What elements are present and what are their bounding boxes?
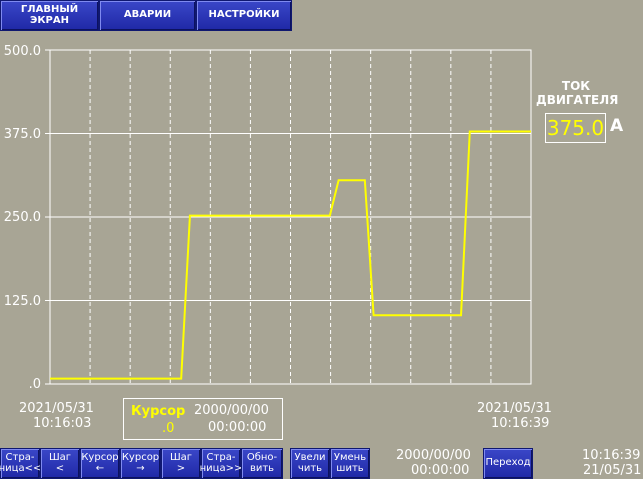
cursor-right-button[interactable]: Курсор → (120, 448, 161, 479)
zoom-in-button[interactable]: Увели чить (290, 448, 330, 479)
clock-time: 10:16:39 (582, 448, 641, 463)
series-title: ТОК ДВИГАТЕЛЯ (536, 79, 619, 107)
jump-date[interactable]: 2000/00/00 (396, 448, 471, 463)
y-tick-label: 500.0 (3, 44, 41, 59)
clock-date: 21/05/31 (583, 463, 642, 478)
cursor-date: 2000/00/00 (194, 403, 269, 418)
settings-button[interactable]: НАСТРОЙКИ (196, 0, 292, 31)
x-start-date: 2021/05/31 (19, 401, 94, 416)
cursor-left-button[interactable]: Курсор ← (80, 448, 120, 479)
x-start-time: 10:16:03 (33, 416, 92, 431)
cursor-panel: Курсор .0 2000/00/00 00:00:00 (123, 398, 283, 440)
jump-button[interactable]: Переход (483, 448, 533, 479)
zoom-out-button[interactable]: Умень шить (330, 448, 370, 479)
page-forward-button[interactable]: Стра- ница>> (200, 448, 242, 479)
jump-time[interactable]: 00:00:00 (411, 463, 470, 478)
series-line-motor-current (50, 130, 531, 380)
y-tick-label: 125.0 (3, 294, 41, 309)
x-end-time: 10:16:39 (491, 416, 550, 431)
step-back-button[interactable]: Шаг < (40, 448, 80, 479)
cursor-value: .0 (162, 421, 175, 436)
step-forward-button[interactable]: Шаг > (161, 448, 201, 479)
cursor-time: 00:00:00 (208, 420, 267, 435)
y-tick-label: .0 (28, 377, 41, 392)
page-back-button[interactable]: Стра- ница<< (0, 448, 41, 479)
current-value: 375.0 (545, 113, 606, 143)
x-end-date: 2021/05/31 (477, 401, 552, 416)
main-screen-button[interactable]: ГЛАВНЫЙ ЭКРАН (0, 0, 99, 31)
alarms-button[interactable]: АВАРИИ (99, 0, 196, 31)
refresh-button[interactable]: Обно- вить (241, 448, 283, 479)
cursor-label: Курсор (131, 404, 186, 419)
y-tick-label: 250.0 (3, 210, 41, 225)
unit-label: A (610, 116, 624, 136)
y-tick-label: 375.0 (3, 127, 41, 142)
